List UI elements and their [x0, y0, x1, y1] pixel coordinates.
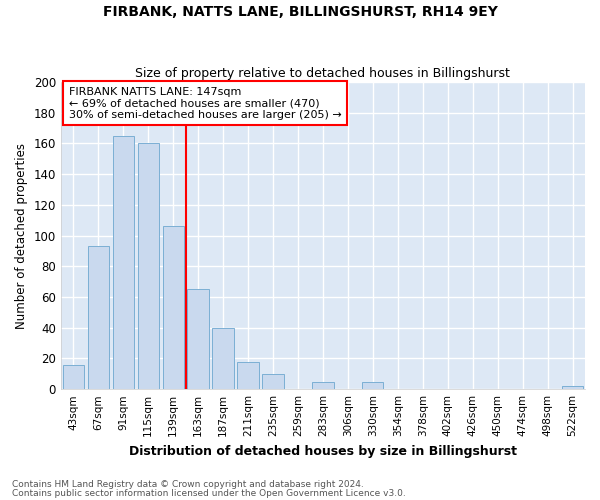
Text: Contains public sector information licensed under the Open Government Licence v3: Contains public sector information licen…: [12, 488, 406, 498]
Bar: [163, 226, 184, 389]
Bar: [312, 382, 334, 389]
Bar: [212, 328, 233, 389]
Bar: [362, 382, 383, 389]
Bar: [137, 144, 159, 389]
Bar: [113, 136, 134, 389]
Text: FIRBANK NATTS LANE: 147sqm
← 69% of detached houses are smaller (470)
30% of sem: FIRBANK NATTS LANE: 147sqm ← 69% of deta…: [68, 86, 341, 120]
Text: Contains HM Land Registry data © Crown copyright and database right 2024.: Contains HM Land Registry data © Crown c…: [12, 480, 364, 489]
Bar: [238, 362, 259, 389]
Bar: [187, 290, 209, 389]
X-axis label: Distribution of detached houses by size in Billingshurst: Distribution of detached houses by size …: [129, 444, 517, 458]
Bar: [262, 374, 284, 389]
Y-axis label: Number of detached properties: Number of detached properties: [15, 142, 28, 328]
Text: FIRBANK, NATTS LANE, BILLINGSHURST, RH14 9EY: FIRBANK, NATTS LANE, BILLINGSHURST, RH14…: [103, 5, 497, 19]
Bar: [88, 246, 109, 389]
Bar: [562, 386, 583, 389]
Title: Size of property relative to detached houses in Billingshurst: Size of property relative to detached ho…: [136, 66, 511, 80]
Bar: [62, 364, 84, 389]
